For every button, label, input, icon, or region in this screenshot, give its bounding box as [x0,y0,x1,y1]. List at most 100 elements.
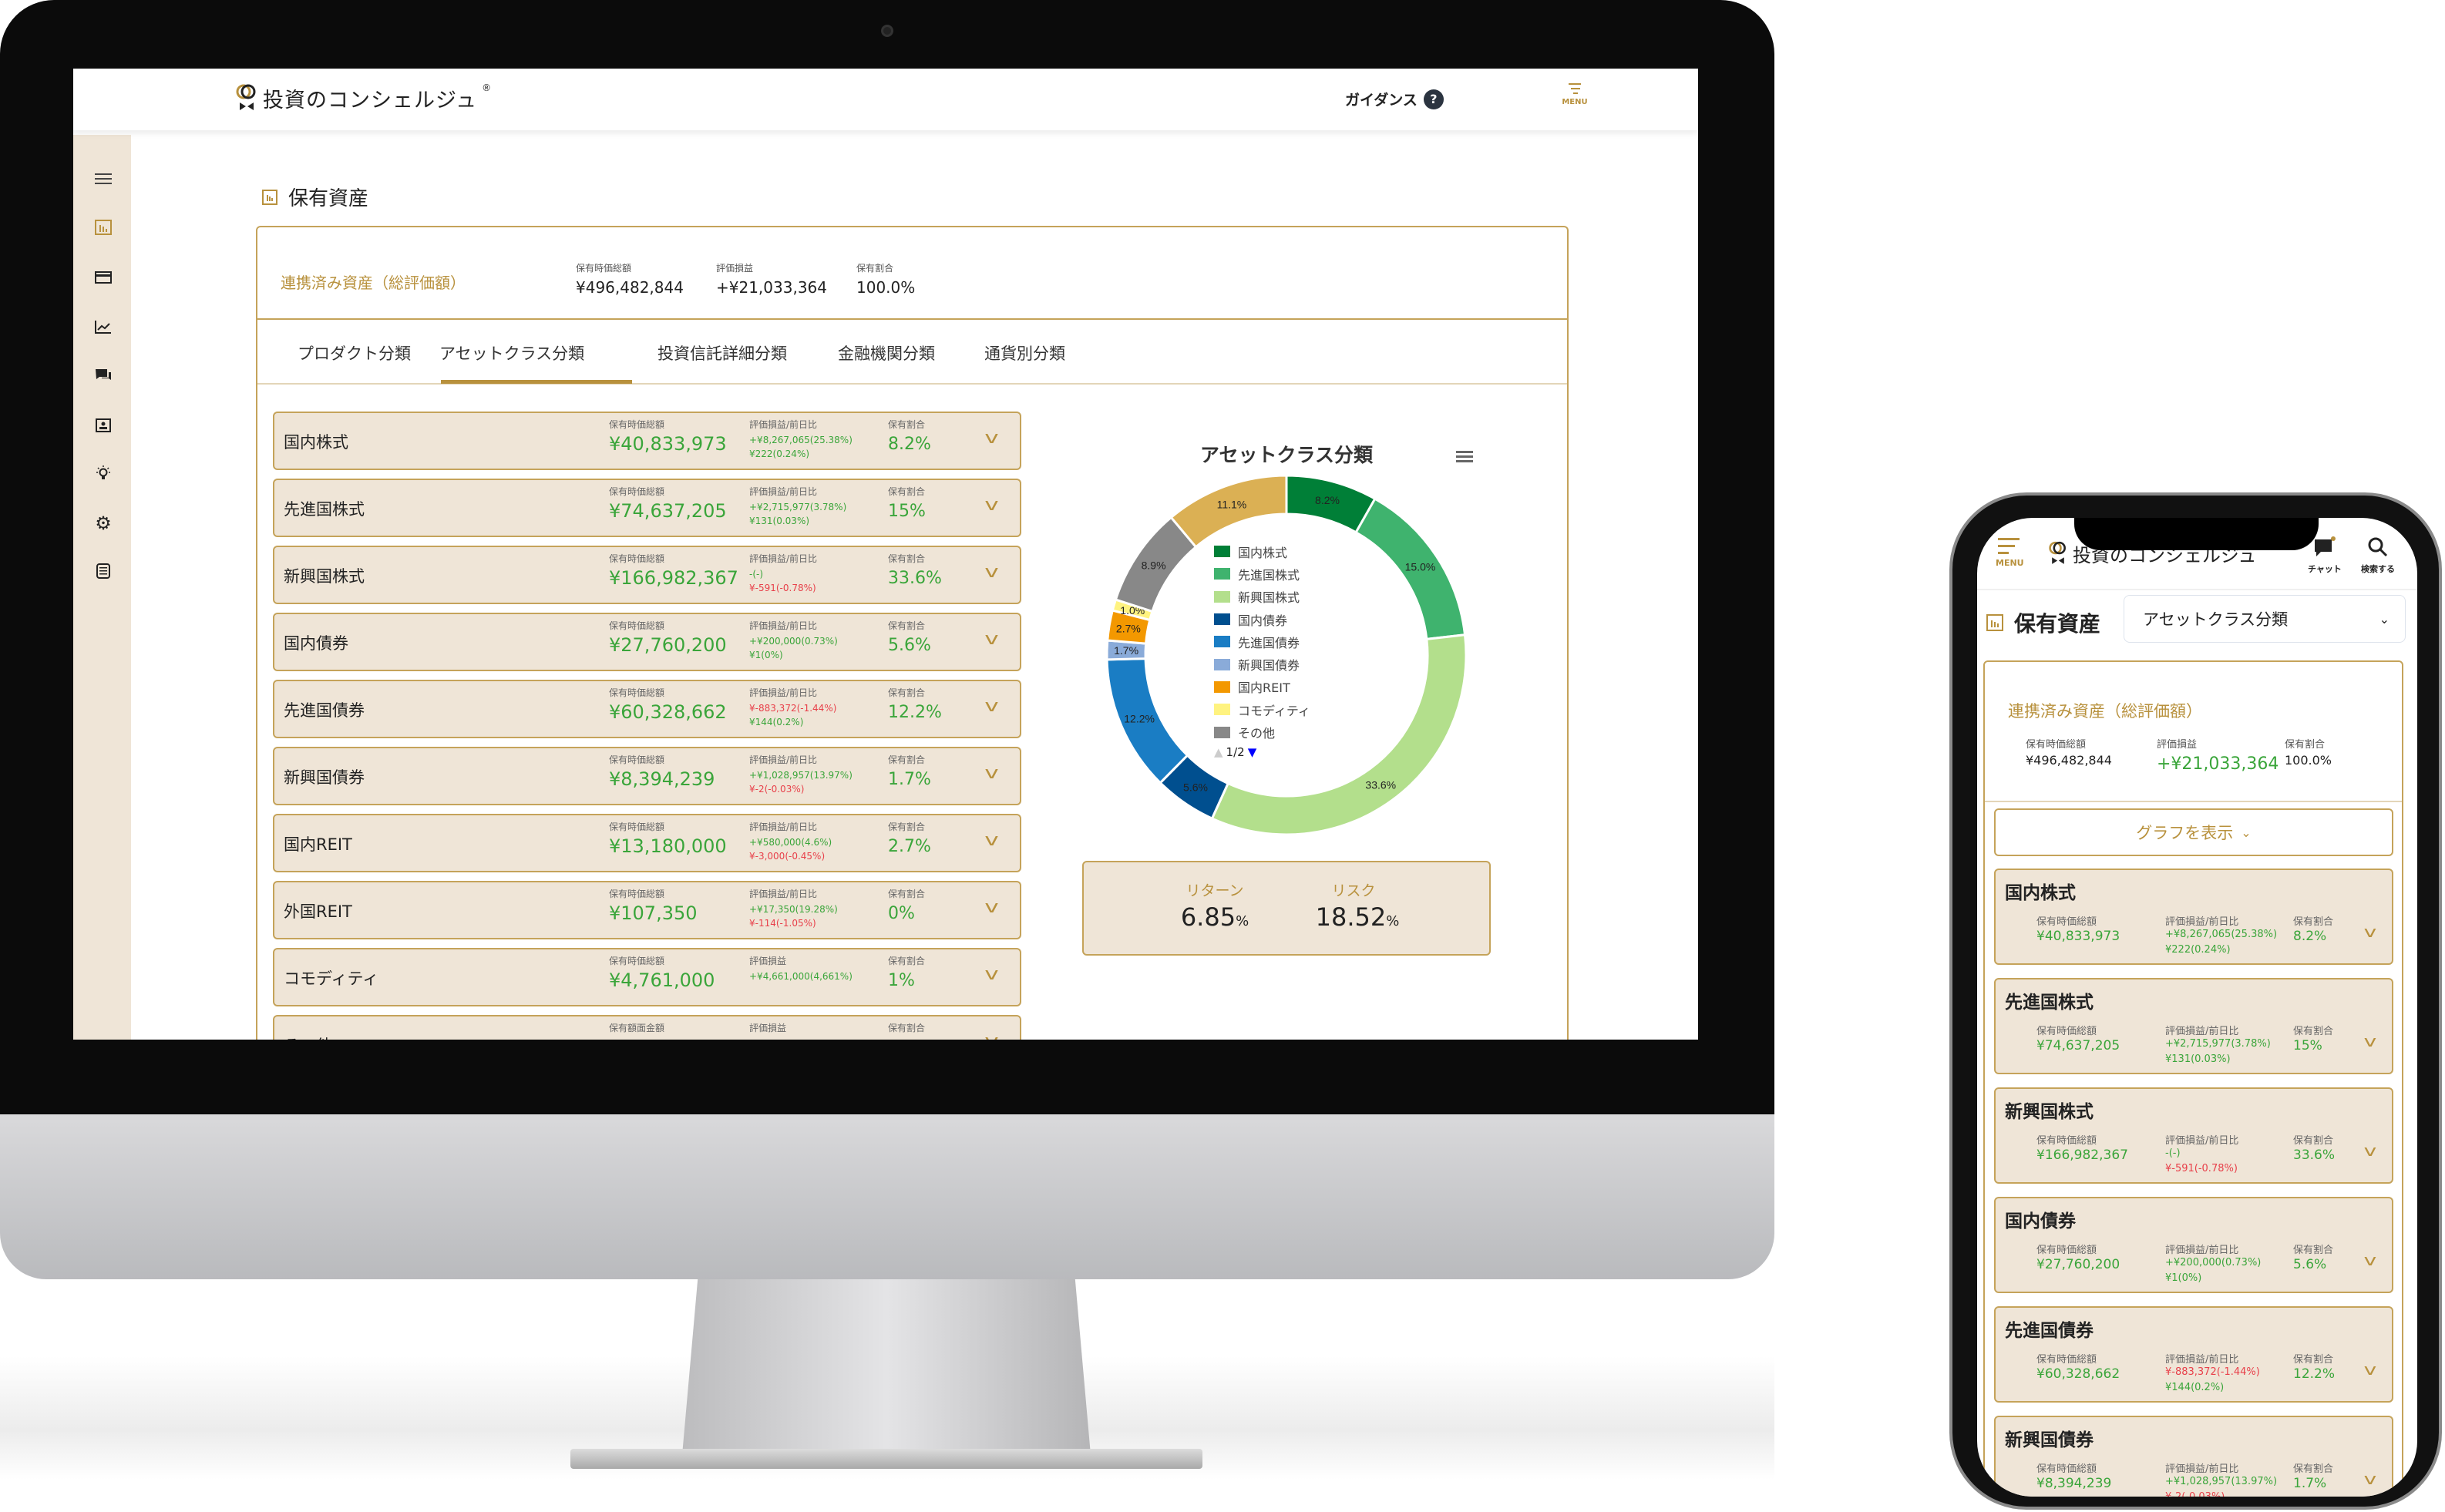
asset-row[interactable]: 先進国株式 保有時価総額 ¥74,637,205 評価損益/前日比 +¥2,715,97… [1994,978,2393,1074]
search-button[interactable]: 検索する [2356,536,2400,575]
ratio-label: 保有割合 [856,263,894,274]
chevron-down-icon[interactable]: v [984,764,999,783]
legend-next-icon[interactable]: ▼ [1247,744,1257,759]
idea-icon[interactable] [92,462,115,485]
tab-1[interactable]: プロダクト分類 [298,344,411,363]
legend-item[interactable]: コモディティ [1214,698,1310,721]
chevron-down-icon[interactable]: v [984,965,999,984]
asset-row[interactable]: 先進国債券 保有時価総額 ¥60,328,662 評価損益/前日比 ¥-883,372(… [1994,1306,2393,1403]
page-title: 保有資産 [288,187,369,210]
gear-icon[interactable]: ⚙ [95,512,112,534]
chevron-down-icon[interactable]: v [2363,922,2377,941]
asset-row[interactable]: 先進国株式 保有時価総額 ¥74,637,205 評価損益/前日比 +¥2,715,97… [273,479,1021,537]
ratio-label: 保有割合 [2293,1135,2334,1147]
card-icon[interactable] [92,266,115,289]
asset-row[interactable]: 新興国債券 保有時価総額 ¥8,394,239 評価損益/前日比 +¥1,028,957… [1994,1416,2393,1497]
chevron-down-icon[interactable]: v [984,563,999,582]
slice-label: 11.1% [1217,499,1247,511]
chevron-down-icon[interactable]: v [2363,1141,2377,1160]
legend-item[interactable]: 先進国株式 [1214,563,1310,585]
asset-row[interactable]: 新興国株式 保有時価総額 ¥166,982,367 評価損益/前日比 -(-) ¥-591… [273,546,1021,604]
legend-item[interactable]: その他 [1214,721,1310,743]
chevron-down-icon[interactable]: v [2363,1251,2377,1269]
asset-row[interactable]: 先進国債券 保有時価総額 ¥60,328,662 評価損益/前日比 ¥-883,372(… [273,680,1021,738]
market-value: ¥4,761,000 [609,969,715,991]
asset-row[interactable]: 国内債券 保有時価総額 ¥27,760,200 評価損益/前日比 +¥200,000(0… [273,613,1021,671]
asset-row[interactable]: 国内株式 保有時価総額 ¥40,833,973 評価損益/前日比 +¥8,267,065… [1994,869,2393,965]
gain-value: +¥17,350(19.28%) [749,904,838,915]
chevron-down-icon[interactable]: v [984,630,999,649]
value-label: 保有時価総額 [2036,1245,2097,1256]
asset-row[interactable]: コモディティ 保有時価総額 ¥4,761,000 評価損益 +¥4,661,000(4,… [273,948,1021,1006]
daily-change: ¥131(0.03%) [749,516,810,526]
ratio-label: 保有割合 [888,620,926,631]
holdings-chart-icon[interactable] [92,216,115,239]
chat-icon[interactable] [92,364,115,387]
legend-item[interactable]: 新興国株式 [1214,586,1310,608]
asset-row[interactable]: 新興国株式 保有時価総額 ¥166,982,367 評価損益/前日比 -(-) ¥-591… [1994,1087,2393,1184]
ratio-value: 15% [2293,1038,2322,1053]
chevron-down-icon[interactable]: v [984,1032,998,1040]
chevron-down-icon[interactable]: v [2363,1032,2377,1050]
chevron-down-icon[interactable]: v [2363,1470,2377,1488]
market-value-label: 保有時価総額 [576,263,632,274]
divider [257,318,1567,320]
legend-prev-icon[interactable]: ▲ [1214,744,1223,759]
guidance-button[interactable]: ガイダンス ? [1345,89,1444,109]
chart-menu-icon[interactable] [1456,449,1475,468]
document-icon[interactable] [92,559,115,583]
asset-row[interactable]: その他 保有額面金額 ¥44,256,000 評価損益 - 保有割合 8.9% v [273,1015,1021,1040]
return-label: リターン [1186,882,1244,899]
chevron-down-icon[interactable]: v [984,428,999,448]
show-graph-button[interactable]: グラフを表示 ⌄ [1994,808,2393,856]
contact-icon[interactable] [92,414,115,437]
gain-value: -(-) [2165,1147,2181,1159]
mobile-menu-button[interactable]: MENU [1996,538,2024,568]
tab-2[interactable]: アセットクラス分類 [439,344,585,363]
donut-slice[interactable] [1169,474,1288,549]
tab-3[interactable]: 投資信託詳細分類 [657,344,787,363]
daily-change: ¥144(0.2%) [2165,1382,2225,1393]
asset-row[interactable]: 外国REIT 保有時価総額 ¥107,350 評価損益/前日比 +¥17,350(19.… [273,881,1021,939]
legend-swatch [1214,568,1230,580]
market-value: ¥60,328,662 [2036,1366,2120,1382]
tab-5[interactable]: 通貨別分類 [984,344,1065,363]
legend-label: 新興国債券 [1238,658,1300,674]
gain-label: 評価損益/前日比 [2165,1354,2239,1366]
menu-icon[interactable] [92,167,115,190]
trend-chart-icon[interactable] [92,315,115,338]
slice-label: 5.6% [1183,781,1208,793]
guidance-label: ガイダンス [1345,92,1418,109]
chevron-down-icon[interactable]: v [984,496,999,515]
menu-button[interactable]: MENU [1559,82,1590,106]
logo[interactable]: 投資のコンシェルジュ ® [235,82,491,113]
gain-value: +¥580,000(4.6%) [749,837,832,848]
asset-row[interactable]: 国内REIT 保有時価総額 ¥13,180,000 評価損益/前日比 +¥580,000… [273,814,1021,872]
slice-label: 8.9% [1142,559,1166,572]
asset-row[interactable]: 国内株式 保有時価総額 ¥40,833,973 評価損益/前日比 +¥8,267,065… [273,412,1021,470]
asset-row[interactable]: 国内債券 保有時価総額 ¥27,760,200 評価損益/前日比 +¥200,000(0… [1994,1197,2393,1293]
daily-change: ¥131(0.03%) [2165,1053,2231,1065]
classification-select[interactable]: アセットクラス分類 ⌄ [2124,595,2406,643]
legend-label: 先進国債券 [1238,635,1300,650]
chevron-down-icon[interactable]: v [984,898,999,917]
chevron-down-icon[interactable]: v [2363,1360,2377,1379]
asset-name: 国内REIT [284,835,352,854]
asset-row[interactable]: 新興国債券 保有時価総額 ¥8,394,239 評価損益/前日比 +¥1,028,957… [273,747,1021,805]
legend-item[interactable]: 先進国債券 [1214,630,1310,653]
chart-title: アセットクラス分類 [1199,444,1373,466]
asset-name: 新興国債券 [284,768,365,787]
ratio-value: 1.7% [888,770,931,789]
chevron-down-icon[interactable]: v [984,697,999,716]
legend-item[interactable]: 新興国債券 [1214,653,1310,675]
chat-button[interactable]: チャット [2305,536,2344,575]
legend-item[interactable]: 国内株式 [1214,540,1310,563]
asset-name: 先進国債券 [2005,1321,2094,1341]
ratio-label: 保有割合 [888,889,926,899]
holdings-panel: 連携済み資産（総評価額） 保有時価総額 ¥496,482,844 評価損益 +¥… [256,226,1569,1040]
chevron-down-icon[interactable]: v [984,831,999,850]
legend-item[interactable]: 国内REIT [1214,676,1310,698]
tab-4[interactable]: 金融機関分類 [838,344,935,363]
gain-value: +¥2,715,977(3.78%) [2165,1038,2271,1050]
legend-item[interactable]: 国内債券 [1214,608,1310,630]
